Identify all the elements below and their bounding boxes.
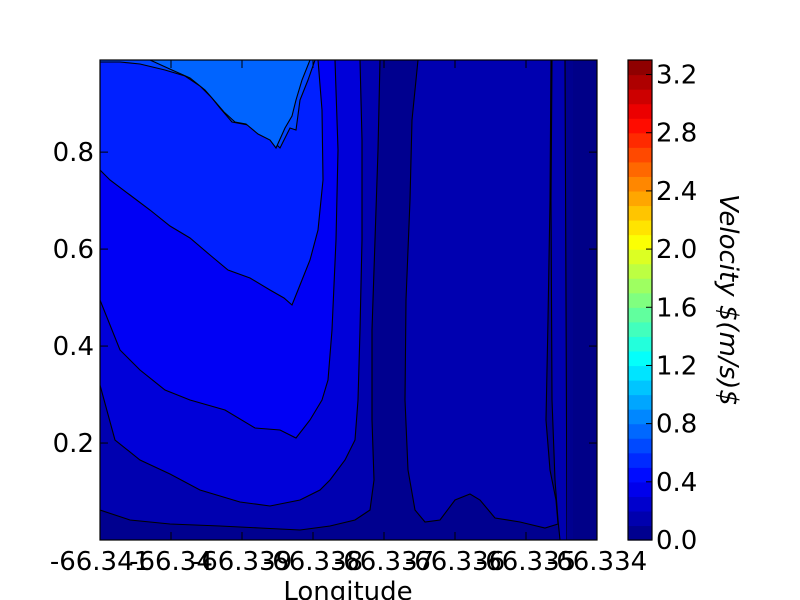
colorbar-tick-label: 0.0: [656, 526, 697, 556]
contour-band-right-strip: [573, 60, 597, 540]
colorbar-tick-label: 1.2: [656, 351, 697, 381]
colorbar-tick-label: 0.4: [656, 468, 697, 498]
colorbar-swatch: [628, 423, 652, 439]
x-tick-label: -66.338: [263, 547, 363, 577]
colorbar-swatch: [628, 190, 652, 207]
y-axis: 0.2 0.4 0.6 0.8: [53, 138, 597, 459]
colorbar-swatch: [628, 525, 652, 541]
colorbar-swatch: [628, 438, 652, 454]
x-tick-label: -66.335: [476, 547, 576, 577]
colorbar-swatch: [628, 220, 652, 236]
y-tick-label: 0.4: [53, 332, 94, 362]
colorbar-swatch: [628, 350, 652, 367]
colorbar-swatch: [628, 249, 652, 265]
x-tick-label: -66.337: [334, 547, 434, 577]
colorbar-swatch: [628, 336, 652, 352]
x-tick-label: -66.336: [405, 547, 505, 577]
colorbar-swatch: [628, 292, 652, 308]
colorbar-swatch: [628, 161, 652, 177]
colorbar-swatch: [628, 118, 652, 134]
colorbar-swatch: [628, 467, 652, 483]
colorbar-swatch: [628, 496, 652, 512]
colorbar-swatch: [628, 365, 652, 381]
colorbar-swatch: [628, 234, 652, 250]
colorbar-swatch: [628, 278, 652, 294]
x-tick-label: -66.341: [50, 547, 150, 577]
colorbar-swatch: [628, 89, 652, 105]
colorbar-tick-label: 1.6: [656, 293, 697, 323]
x-axis-label: Longitude: [283, 577, 412, 600]
x-axis: -66.341-66.34-66.339-66.338-66.337-66.33…: [50, 60, 647, 577]
plot-area: [100, 60, 597, 540]
colorbar-swatch: [628, 74, 652, 90]
plot-frame: [99, 59, 598, 541]
colorbar-swatch: [628, 263, 652, 279]
contour-band-1c: [550, 60, 568, 540]
colorbar-swatch: [628, 132, 652, 148]
colorbar-swatch: [628, 380, 652, 396]
colorbar-swatch: [628, 510, 652, 527]
colorbar-tick-label: 2.8: [656, 119, 697, 149]
x-tick-label: -66.34: [129, 547, 213, 577]
colorbar-tick-label: 2.0: [656, 235, 697, 265]
colorbar-swatch: [628, 60, 652, 76]
colorbar-swatch: [628, 452, 652, 468]
colorbar-swatch: [628, 176, 652, 192]
x-tick-label: -66.339: [192, 547, 292, 577]
colorbar-tick-label: 2.4: [656, 177, 697, 207]
colorbar-swatch: [628, 409, 652, 425]
x-tick-label: -66.334: [547, 547, 647, 577]
colorbar-swatch: [628, 103, 652, 119]
colorbar-tick-label: 0.8: [656, 410, 697, 440]
y-tick-label: 0.8: [53, 138, 94, 168]
contour-band-6: [149, 60, 311, 150]
colorbar-ticks: 0.0 0.4 0.8 1.2 1.6 2.0 2.4 2.8 3.2: [646, 61, 697, 556]
colorbar-swatch: [628, 205, 652, 221]
colorbar-swatch: [628, 321, 652, 337]
y-tick-label: 0.2: [53, 429, 94, 459]
colorbar-label: Velocity $(m/s)$: [713, 194, 743, 406]
contour-band-1b: [404, 60, 559, 529]
colorbar: [628, 60, 652, 541]
colorbar-swatch: [628, 481, 652, 497]
colorbar-swatch: [628, 147, 652, 163]
colorbar-swatch: [628, 394, 652, 410]
colorbar-swatch: [628, 307, 652, 323]
y-tick-label: 0.6: [53, 235, 94, 265]
colorbar-frame: [627, 59, 653, 541]
colorbar-tick-label: 3.2: [656, 61, 697, 91]
